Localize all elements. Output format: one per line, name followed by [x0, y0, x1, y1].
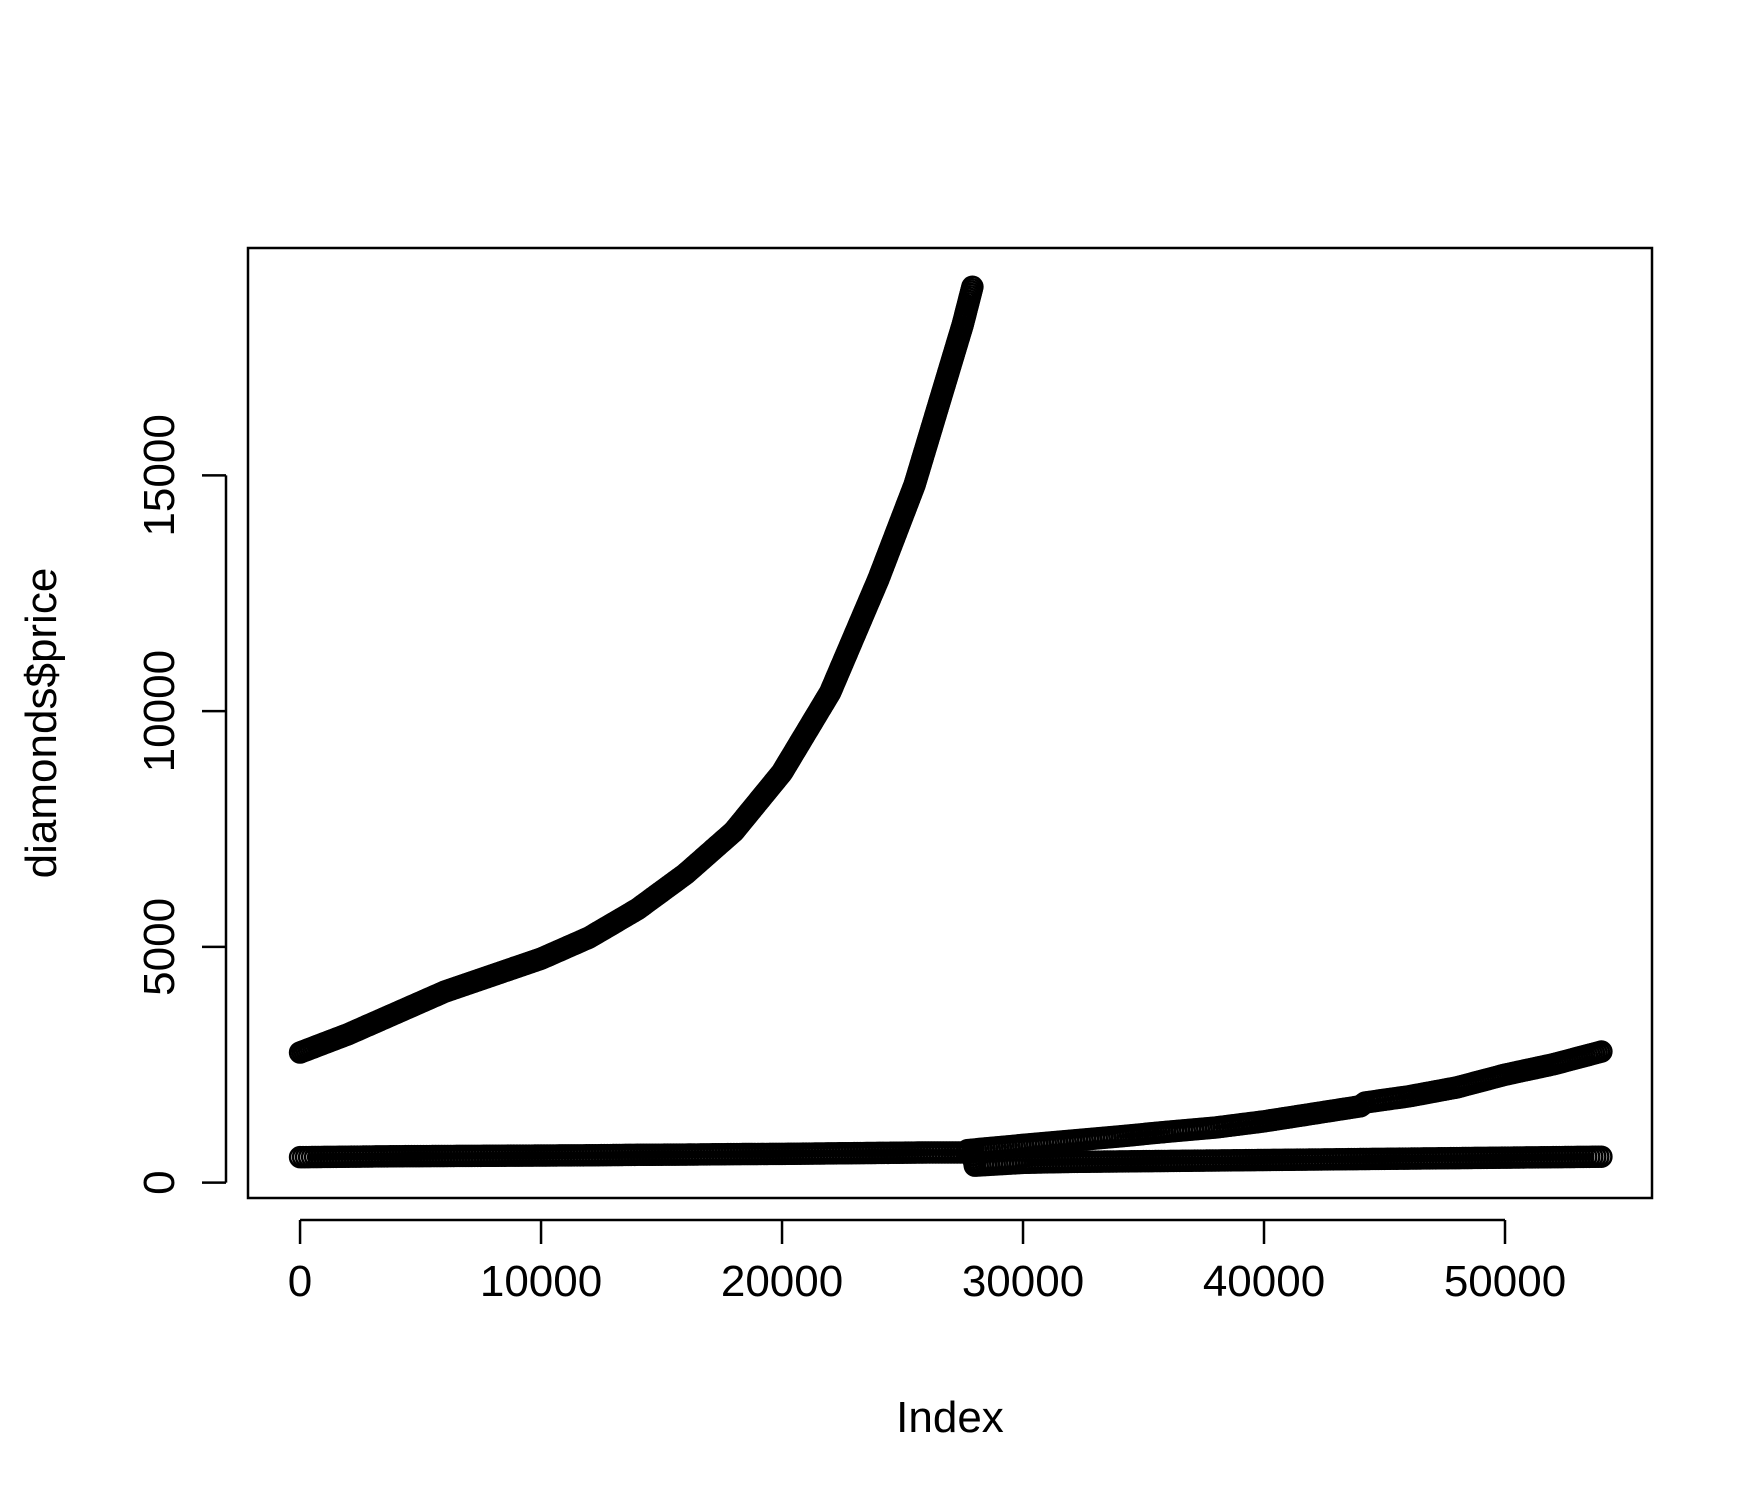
x-tick-label: 10000 — [480, 1257, 602, 1306]
y-axis-label: diamonds$price — [17, 568, 66, 879]
x-axis-label: Index — [896, 1393, 1004, 1442]
x-tick-label: 40000 — [1203, 1257, 1325, 1306]
x-axis: 0 10000 20000 30000 40000 50000 — [288, 1218, 1566, 1306]
y-tick-label: 10000 — [135, 650, 184, 772]
x-tick-label: 20000 — [721, 1257, 843, 1306]
data-point — [961, 275, 984, 299]
y-tick-label: 15000 — [135, 414, 184, 536]
data-point — [1590, 1040, 1613, 1063]
y-axis: 0 5000 10000 15000 — [135, 414, 228, 1195]
x-tick-label: 0 — [288, 1257, 312, 1306]
x-tick-label: 50000 — [1444, 1257, 1566, 1306]
points-layer — [288, 275, 1613, 1177]
y-tick-label: 0 — [135, 1170, 184, 1194]
plot-frame — [246, 246, 1654, 1200]
x-tick-label: 30000 — [962, 1257, 1084, 1306]
data-point — [1590, 1145, 1613, 1168]
y-tick-label: 5000 — [135, 898, 184, 996]
